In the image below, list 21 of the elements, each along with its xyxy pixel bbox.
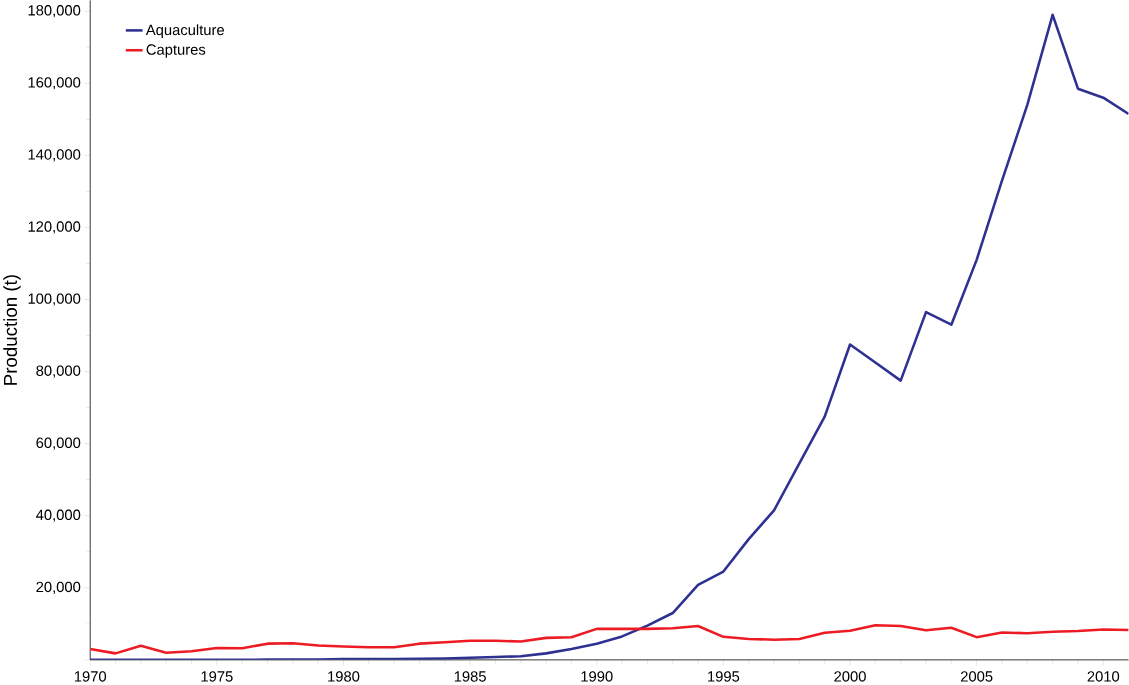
x-tick-label: 2005 (960, 671, 993, 682)
y-tick-label: 160,000 (28, 77, 81, 90)
x-tick-label: 2010 (1087, 671, 1120, 682)
y-tick-label: 20,000 (36, 581, 81, 594)
x-tick-label: 1990 (581, 671, 613, 682)
y-axis-title: Production (t) (3, 275, 21, 385)
x-tick-label: 1970 (74, 671, 107, 682)
x-tick-label: 1995 (708, 671, 740, 682)
x-tick-label: 1975 (201, 671, 233, 682)
y-tick-label: 180,000 (28, 5, 81, 18)
x-tick-label: 1980 (328, 671, 360, 682)
y-tick-label: 80,000 (36, 365, 81, 378)
x-tick-label: 2000 (834, 671, 866, 682)
y-tick-label: 100,000 (28, 293, 81, 306)
y-tick-label: 140,000 (28, 149, 81, 162)
y-tick-label: 120,000 (28, 221, 81, 234)
y-tick-label: 60,000 (36, 437, 81, 450)
y-tick-label: 40,000 (36, 509, 81, 522)
legend-label: Captures (146, 44, 206, 58)
x-tick-label: 1985 (454, 671, 486, 682)
legend-label: Aquaculture (145, 24, 224, 39)
